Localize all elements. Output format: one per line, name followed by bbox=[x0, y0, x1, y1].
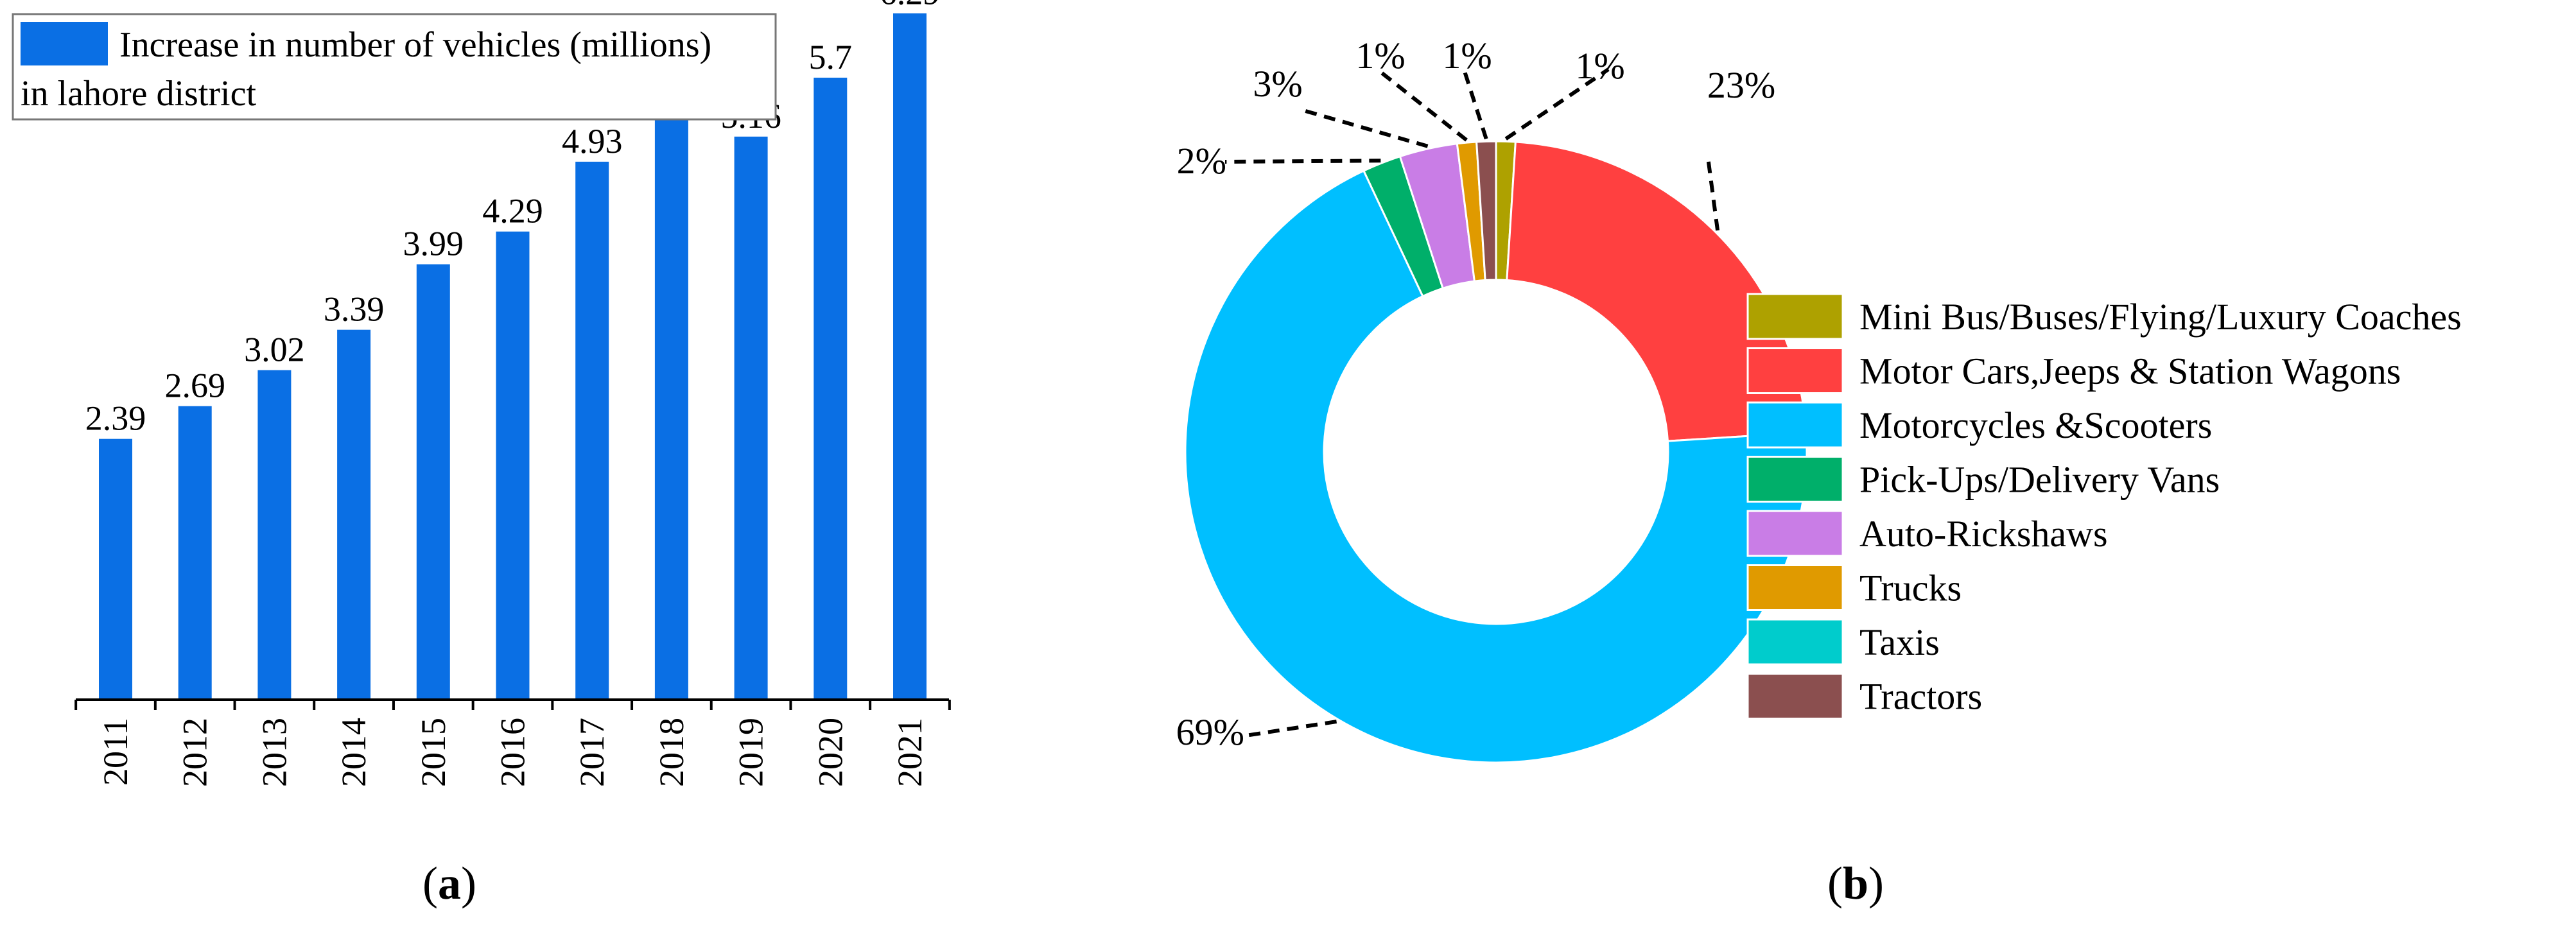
leader-line-4 bbox=[1303, 108, 1429, 148]
x-axis: 2011 2012 2013 2014 2015 2016 2017 2018 2019 2020… bbox=[74, 698, 951, 787]
legend-label-4: Auto-Rickshaws bbox=[1859, 513, 2108, 555]
bar-2018 bbox=[654, 116, 688, 700]
bar-2020 bbox=[814, 78, 848, 700]
bar-2011 bbox=[99, 438, 132, 700]
bar-value-label-2020: 5.7 bbox=[809, 38, 853, 76]
x-tick-label-2018: 2018 bbox=[652, 718, 691, 787]
legend-label-7: Tractors bbox=[1859, 676, 1982, 718]
bar-value-label-2012: 2.69 bbox=[164, 367, 225, 405]
bar-value-label-2011: 2.39 bbox=[85, 399, 146, 438]
leader-lines bbox=[1224, 67, 1720, 738]
bar-value-label-2017: 4.93 bbox=[562, 122, 623, 160]
x-ticks: 2011 2012 2013 2014 2015 2016 2017 2018 2019 2020… bbox=[74, 700, 951, 787]
bar-2019 bbox=[734, 136, 768, 700]
bar-value-label-2014: 3.39 bbox=[324, 290, 385, 329]
bar-2021 bbox=[893, 13, 927, 700]
bar-value-label-2013: 3.02 bbox=[244, 331, 305, 369]
donut-chart-panel: 1% 23% 69% 2% 3% 1% 1% Mini Bus/Buses/Flying/L… bbox=[1176, 35, 2462, 909]
panel-caption-b: (b) bbox=[1827, 858, 1884, 909]
bar-value-label-2015: 3.99 bbox=[403, 225, 464, 263]
bar-value-label-2021: 6.29 bbox=[880, 0, 941, 12]
donut-slice-1 bbox=[1506, 141, 1807, 442]
bar-2015 bbox=[416, 264, 450, 700]
bar-2012 bbox=[178, 406, 212, 700]
legend-label-6: Taxis bbox=[1859, 621, 1940, 663]
legend-swatch-6 bbox=[1746, 618, 1844, 666]
bar-value-label-2016: 4.29 bbox=[482, 192, 543, 230]
legend-label-1: Motor Cars,Jeeps & Station Wagons bbox=[1859, 350, 2401, 392]
legend-box bbox=[12, 13, 777, 121]
legend-swatch bbox=[21, 22, 108, 65]
leader-line-0 bbox=[1504, 67, 1610, 141]
leader-line-3 bbox=[1224, 159, 1381, 164]
legend-label-line2: in lahore district bbox=[21, 74, 256, 114]
bar-chart-panel: 2.392.693.023.393.994.294.935.355.165.76… bbox=[12, 0, 951, 909]
legend-label-line1: Increase in number of vehicles (millions… bbox=[119, 25, 711, 65]
x-tick-label-2019: 2019 bbox=[732, 718, 770, 787]
donut-slices bbox=[1184, 140, 1808, 764]
slice-label-2: 69% bbox=[1176, 711, 1244, 753]
legend-swatch-5 bbox=[1746, 564, 1844, 611]
x-tick-label-2017: 2017 bbox=[573, 718, 611, 787]
legend-label-3: Pick-Ups/Delivery Vans bbox=[1859, 459, 2220, 501]
bar-2013 bbox=[257, 370, 292, 700]
donut-legend: Mini Bus/Buses/Flying/Luxury Coaches Moto… bbox=[1746, 293, 2462, 720]
slice-label-0: 1% bbox=[1575, 45, 1624, 87]
legend-swatch-4 bbox=[1746, 510, 1844, 557]
panel-label-a: a bbox=[438, 858, 461, 909]
svg-text:(b): (b) bbox=[1827, 858, 1884, 909]
x-tick-label-2015: 2015 bbox=[414, 718, 453, 787]
donut-slice-2 bbox=[1184, 169, 1808, 764]
svg-text:(a): (a) bbox=[422, 858, 476, 909]
legend-swatch-1 bbox=[1746, 347, 1844, 394]
legend-swatch-7 bbox=[1746, 673, 1844, 720]
x-tick-label-2012: 2012 bbox=[176, 718, 214, 787]
x-tick-label-2020: 2020 bbox=[811, 718, 849, 787]
bar-2016 bbox=[496, 231, 530, 700]
slice-label-7: 1% bbox=[1442, 35, 1492, 76]
bar-series bbox=[99, 13, 927, 700]
legend-label-5: Trucks bbox=[1859, 567, 1962, 609]
legend-swatch-3 bbox=[1746, 456, 1844, 503]
bar-legend: Increase in number of vehicles (millions… bbox=[12, 13, 777, 121]
donut-slice-7 bbox=[1475, 140, 1497, 282]
slice-label-5: 1% bbox=[1355, 35, 1405, 76]
leader-line-1 bbox=[1706, 157, 1720, 231]
x-tick-label-2013: 2013 bbox=[255, 718, 293, 787]
leader-line-7 bbox=[1462, 69, 1488, 140]
x-tick-label-2014: 2014 bbox=[335, 718, 373, 787]
legend-label-2: Motorcycles &Scooters bbox=[1859, 404, 2212, 446]
legend-swatch-2 bbox=[1746, 401, 1844, 449]
legend-swatch-0 bbox=[1746, 293, 1844, 340]
x-tick-label-2016: 2016 bbox=[494, 718, 532, 787]
x-tick-label-2011: 2011 bbox=[96, 718, 135, 786]
legend-label-0: Mini Bus/Buses/Flying/Luxury Coaches bbox=[1859, 296, 2462, 338]
slice-percent-labels: 1% 23% 69% 2% 3% 1% 1% bbox=[1176, 35, 1775, 753]
slice-label-3: 2% bbox=[1177, 140, 1226, 182]
x-tick-label-2021: 2021 bbox=[891, 718, 929, 787]
slice-label-1: 23% bbox=[1707, 64, 1775, 106]
bar-2017 bbox=[575, 161, 609, 700]
panel-caption-a: (a) bbox=[422, 858, 476, 909]
panel-label-b: b bbox=[1843, 858, 1868, 909]
bar-2014 bbox=[337, 329, 371, 700]
slice-label-4: 3% bbox=[1253, 63, 1302, 105]
leader-line-2 bbox=[1245, 720, 1337, 738]
